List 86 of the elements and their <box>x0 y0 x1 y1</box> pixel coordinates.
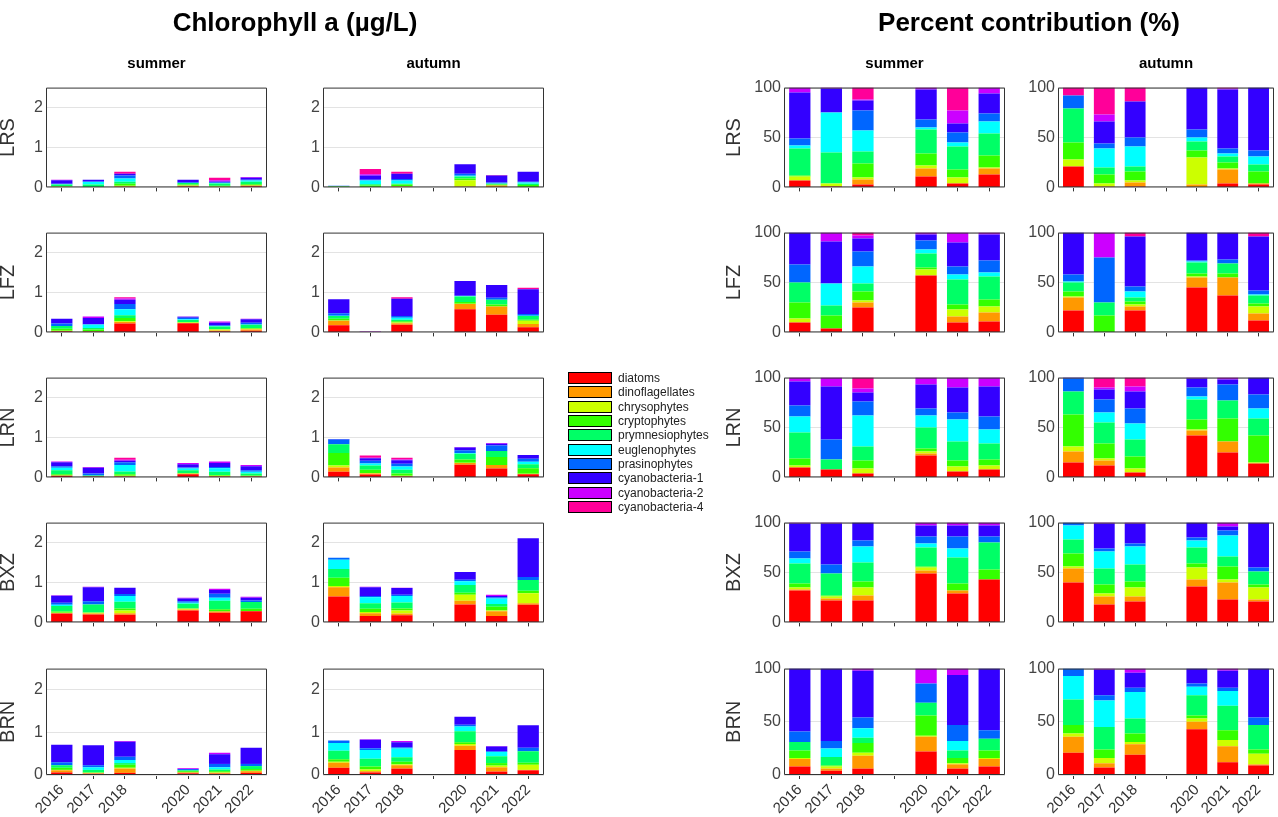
y-tick-label: 0 <box>772 612 782 630</box>
y-tick-label: 0 <box>311 322 321 340</box>
y-tick-label: 50 <box>763 417 782 435</box>
y-tick-label: 1 <box>34 137 44 155</box>
y-tick-label: 0 <box>1046 612 1056 630</box>
chart-subtitle: summer <box>864 54 925 71</box>
y-axis-title: BXZ <box>721 553 744 592</box>
y-tick-label: 50 <box>763 712 782 730</box>
legend-label: chrysophytes <box>618 399 689 414</box>
y-tick-label: 50 <box>1037 712 1056 730</box>
legend-label: cyanobacteria-4 <box>618 499 704 514</box>
y-tick-label: 0 <box>311 467 321 485</box>
chart-subtitle: summer <box>126 54 187 71</box>
y-tick-label: 0 <box>772 177 782 195</box>
y-tick-label: 100 <box>754 78 782 96</box>
y-tick-label: 1 <box>34 722 44 740</box>
chart-subtitle: autumn <box>1137 54 1195 71</box>
y-axis-title: BRN <box>721 700 744 743</box>
legend-label: cyanobacteria-2 <box>618 485 704 500</box>
y-tick-label: 2 <box>311 97 321 115</box>
y-tick-label: 50 <box>763 127 782 145</box>
legend-label: euglenophytes <box>618 442 697 457</box>
y-tick-label: 50 <box>1037 417 1056 435</box>
y-tick-label: 0 <box>1046 765 1056 783</box>
y-tick-label: 2 <box>34 242 44 260</box>
y-tick-label: 1 <box>311 282 321 300</box>
legend-label: prasinophytes <box>618 456 693 471</box>
legend-label: diatoms <box>618 371 661 386</box>
y-axis-title: LRN <box>721 407 744 448</box>
y-tick-label: 0 <box>34 322 44 340</box>
y-tick-label: 1 <box>34 282 44 300</box>
y-tick-label: 100 <box>754 513 782 531</box>
y-tick-label: 100 <box>754 368 782 386</box>
y-tick-label: 50 <box>763 562 782 580</box>
chart-title: Percent contribution (%) <box>877 7 1181 38</box>
y-axis-title: BRN <box>0 700 18 743</box>
legend-label: cryptophytes <box>618 414 687 429</box>
y-axis-title: LFZ <box>721 264 744 301</box>
y-tick-label: 0 <box>1046 322 1056 340</box>
y-tick-label: 2 <box>311 532 321 550</box>
y-tick-label: 0 <box>772 322 782 340</box>
y-tick-label: 0 <box>772 467 782 485</box>
y-tick-label: 50 <box>1037 127 1056 145</box>
y-axis-title: BXZ <box>0 553 18 592</box>
y-tick-label: 0 <box>34 177 44 195</box>
y-tick-label: 0 <box>1046 467 1056 485</box>
y-tick-label: 0 <box>311 765 321 783</box>
chart-title: Chlorophyll a (µg/L) <box>171 7 419 38</box>
y-tick-label: 2 <box>34 532 44 550</box>
y-tick-label: 0 <box>34 467 44 485</box>
y-tick-label: 1 <box>34 572 44 590</box>
y-tick-label: 1 <box>311 137 321 155</box>
y-tick-label: 0 <box>1046 177 1056 195</box>
legend-label: cyanobacteria-1 <box>618 471 704 486</box>
y-tick-label: 100 <box>754 659 782 677</box>
y-axis-title: LRS <box>721 118 744 157</box>
y-tick-label: 2 <box>311 680 321 698</box>
y-tick-label: 0 <box>34 612 44 630</box>
y-tick-label: 2 <box>34 680 44 698</box>
y-tick-label: 100 <box>754 223 782 241</box>
y-tick-label: 0 <box>772 765 782 783</box>
y-tick-label: 100 <box>1028 659 1056 677</box>
y-tick-label: 100 <box>1028 78 1056 96</box>
y-tick-label: 100 <box>1028 513 1056 531</box>
y-tick-label: 2 <box>34 387 44 405</box>
y-tick-label: 2 <box>311 387 321 405</box>
y-tick-label: 2 <box>311 242 321 260</box>
y-tick-label: 0 <box>311 612 321 630</box>
y-tick-label: 50 <box>1037 562 1056 580</box>
y-axis-title: LFZ <box>0 264 18 301</box>
y-axis-title: LRN <box>0 407 18 448</box>
y-tick-label: 50 <box>1037 272 1056 290</box>
y-tick-label: 0 <box>34 765 44 783</box>
y-tick-label: 2 <box>34 97 44 115</box>
chart-subtitle: autumn <box>405 54 462 71</box>
y-tick-label: 1 <box>311 427 321 445</box>
y-tick-label: 1 <box>34 427 44 445</box>
legend-label: dinoflagellates <box>618 385 695 400</box>
y-axis-title: LRS <box>0 118 18 157</box>
y-tick-label: 0 <box>311 177 321 195</box>
y-tick-label: 50 <box>763 272 782 290</box>
y-tick-label: 1 <box>311 572 321 590</box>
y-tick-label: 100 <box>1028 223 1056 241</box>
y-tick-label: 1 <box>311 722 321 740</box>
y-tick-label: 100 <box>1028 368 1056 386</box>
legend-label: prymnesiophytes <box>618 428 709 443</box>
